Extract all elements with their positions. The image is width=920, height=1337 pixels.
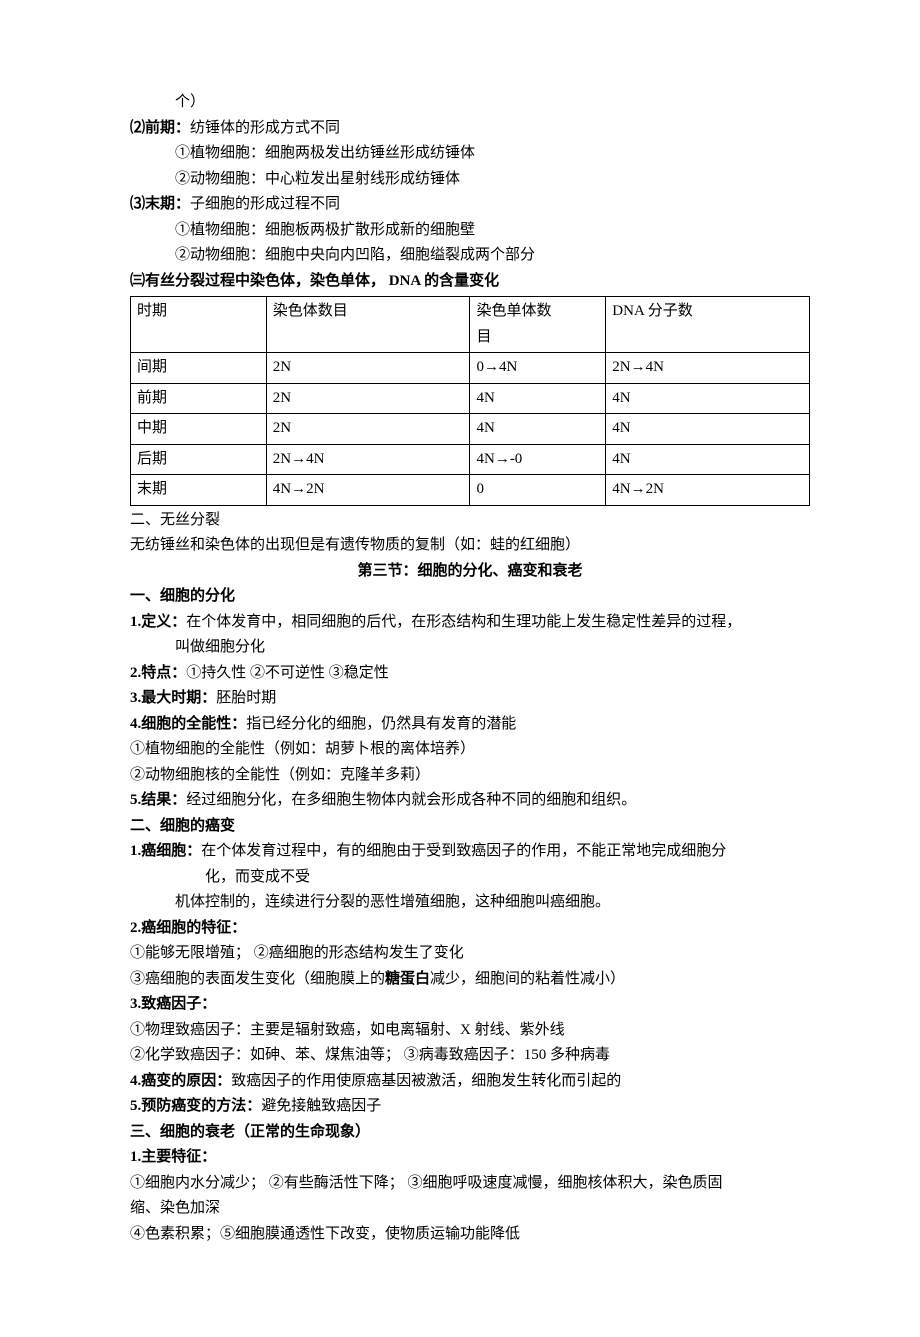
diff-4-label: 4.细胞的全能性： bbox=[130, 716, 246, 732]
table-row: 间期2N0→4N2N→4N bbox=[131, 353, 810, 384]
cell: 4N bbox=[470, 383, 606, 414]
qianqi-line: ⑵前期：纺锤体的形成方式不同 bbox=[130, 116, 810, 142]
diff-3-label: 3.最大时期： bbox=[130, 690, 216, 706]
text-ge: 个） bbox=[130, 90, 810, 116]
diff-3-text: 胚胎时期 bbox=[216, 690, 276, 706]
moqi-line: ⑶末期：子细胞的形成过程不同 bbox=[130, 192, 810, 218]
th-chromatid: 染色单体数目 bbox=[470, 297, 606, 353]
diff-2: 2.特点：①持久性 ②不可逆性 ③稳定性 bbox=[130, 661, 810, 687]
cell: 4N→2N bbox=[606, 475, 810, 506]
cell: 0→4N bbox=[470, 353, 606, 384]
diff-5: 5.结果：经过细胞分化，在多细胞生物体内就会形成各种不同的细胞和组织。 bbox=[130, 788, 810, 814]
diff-1-text: 在个体发育中，相同细胞的后代，在形态结构和生理功能上发生稳定性差异的过程， bbox=[186, 614, 741, 630]
cell: 后期 bbox=[131, 444, 267, 475]
cancer-2b: ③癌细胞的表面发生变化（细胞膜上的糖蛋白减少，细胞间的粘着性减小） bbox=[130, 967, 810, 993]
diff-1: 1.定义：在个体发育中，相同细胞的后代，在形态结构和生理功能上发生稳定性差异的过… bbox=[130, 610, 810, 636]
diff-5-label: 5.结果： bbox=[130, 792, 186, 808]
sec2-title: 二、无丝分裂 bbox=[130, 508, 810, 534]
cancer-1-text: 在个体发育过程中，有的细胞由于受到致癌因子的作用，不能正常地完成细胞分 bbox=[201, 843, 726, 859]
cell: 间期 bbox=[131, 353, 267, 384]
cancer-2: 2.癌细胞的特征： bbox=[130, 916, 810, 942]
cell: 0 bbox=[470, 475, 606, 506]
moqi-label: ⑶末期： bbox=[130, 196, 190, 212]
aging-1: 1.主要特征： bbox=[130, 1145, 810, 1171]
table-header-row: 时期 染色体数目 染色单体数目 DNA 分子数 bbox=[131, 297, 810, 353]
cancer-3: 3.致癌因子： bbox=[130, 992, 810, 1018]
cancer-2b-post: 减少，细胞间的粘着性减小） bbox=[430, 971, 625, 987]
cell: 中期 bbox=[131, 414, 267, 445]
cancer-1-label: 1.癌细胞： bbox=[130, 843, 201, 859]
cancer-1d: 机体控制的，连续进行分裂的恶性增殖细胞，这种细胞叫癌细胞。 bbox=[130, 890, 810, 916]
cell: 2N→4N bbox=[266, 444, 470, 475]
cancer-title: 二、细胞的癌变 bbox=[130, 814, 810, 840]
qianqi-label: ⑵前期： bbox=[130, 120, 190, 136]
cell: 2N bbox=[266, 353, 470, 384]
cell: 4N→2N bbox=[266, 475, 470, 506]
cancer-3a: ①物理致癌因子：主要是辐射致癌，如电离辐射、X 射线、紫外线 bbox=[130, 1018, 810, 1044]
moqi-a: ①植物细胞：细胞板两极扩散形成新的细胞壁 bbox=[130, 218, 810, 244]
aging-title: 三、细胞的衰老（正常的生命现象） bbox=[130, 1120, 810, 1146]
diff-4: 4.细胞的全能性：指已经分化的细胞，仍然具有发育的潜能 bbox=[130, 712, 810, 738]
cell: 2N bbox=[266, 414, 470, 445]
cell: 2N bbox=[266, 383, 470, 414]
diff-1-cont: 叫做细胞分化 bbox=[130, 635, 810, 661]
diff-3: 3.最大时期：胚胎时期 bbox=[130, 686, 810, 712]
diff-4-text: 指已经分化的细胞，仍然具有发育的潜能 bbox=[246, 716, 516, 732]
table-row: 中期2N4N4N bbox=[131, 414, 810, 445]
diff-2-text: ①持久性 ②不可逆性 ③稳定性 bbox=[186, 665, 389, 681]
cell: 4N bbox=[606, 414, 810, 445]
section-3-heading: ㈢有丝分裂过程中染色体，染色单体， DNA 的含量变化 bbox=[130, 269, 810, 295]
diff-title: 一、细胞的分化 bbox=[130, 584, 810, 610]
diff-2-label: 2.特点： bbox=[130, 665, 186, 681]
table-row: 前期2N4N4N bbox=[131, 383, 810, 414]
cancer-2b-bold: 糖蛋白 bbox=[385, 971, 430, 987]
diff-4c: ①植物细胞的全能性（例如：胡萝卜根的离体培养） bbox=[130, 737, 810, 763]
cell: 4N bbox=[470, 414, 606, 445]
cancer-2a: ①能够无限增殖； ②癌细胞的形态结构发生了变化 bbox=[130, 941, 810, 967]
cancer-5-label: 5.预防癌变的方法： bbox=[130, 1098, 261, 1114]
cancer-3b: ②化学致癌因子：如砷、苯、煤焦油等； ③病毒致癌因子：150 多种病毒 bbox=[130, 1043, 810, 1069]
diff-5-text: 经过细胞分化，在多细胞生物体内就会形成各种不同的细胞和组织。 bbox=[186, 792, 636, 808]
dna-table: 时期 染色体数目 染色单体数目 DNA 分子数 间期2N0→4N2N→4N 前期… bbox=[130, 296, 810, 506]
table-row: 后期2N→4N4N→-04N bbox=[131, 444, 810, 475]
diff-4d: ②动物细胞核的全能性（例如：克隆羊多莉） bbox=[130, 763, 810, 789]
th-dna: DNA 分子数 bbox=[606, 297, 810, 353]
aging-1b: 缩、染色加深 bbox=[130, 1196, 810, 1222]
th-period: 时期 bbox=[131, 297, 267, 353]
th-chrom: 染色体数目 bbox=[266, 297, 470, 353]
aging-1a: ①细胞内水分减少； ②有些酶活性下降； ③细胞呼吸速度减慢，细胞核体积大，染色质… bbox=[130, 1171, 810, 1197]
cell: 4N bbox=[606, 444, 810, 475]
cell: 4N bbox=[606, 383, 810, 414]
cancer-5: 5.预防癌变的方法：避免接触致癌因子 bbox=[130, 1094, 810, 1120]
cancer-2b-pre: ③癌细胞的表面发生变化（细胞膜上的 bbox=[130, 971, 385, 987]
cell: 末期 bbox=[131, 475, 267, 506]
section-3-title: 第三节：细胞的分化、癌变和衰老 bbox=[130, 559, 810, 585]
cancer-4: 4.癌变的原因：致癌因子的作用使原癌基因被激活，细胞发生转化而引起的 bbox=[130, 1069, 810, 1095]
qianqi-a: ①植物细胞：细胞两极发出纺锤丝形成纺锤体 bbox=[130, 141, 810, 167]
cancer-5-text: 避免接触致癌因子 bbox=[261, 1098, 381, 1114]
aging-1c: ④色素积累；⑤细胞膜通透性下改变，使物质运输功能降低 bbox=[130, 1222, 810, 1248]
moqi-text: 子细胞的形成过程不同 bbox=[190, 196, 340, 212]
cancer-1: 1.癌细胞：在个体发育过程中，有的细胞由于受到致癌因子的作用，不能正常地完成细胞… bbox=[130, 839, 810, 865]
cell: 2N→4N bbox=[606, 353, 810, 384]
cancer-4-label: 4.癌变的原因： bbox=[130, 1073, 231, 1089]
sec2-text: 无纺锤丝和染色体的出现但是有遗传物质的复制（如：蛙的红细胞） bbox=[130, 533, 810, 559]
cell: 前期 bbox=[131, 383, 267, 414]
diff-1-label: 1.定义： bbox=[130, 614, 186, 630]
cancer-4-text: 致癌因子的作用使原癌基因被激活，细胞发生转化而引起的 bbox=[231, 1073, 621, 1089]
cancer-1c: 化，而变成不受 bbox=[130, 865, 810, 891]
moqi-b: ②动物细胞：细胞中央向内凹陷，细胞缢裂成两个部分 bbox=[130, 243, 810, 269]
cell: 4N→-0 bbox=[470, 444, 606, 475]
table-row: 末期4N→2N04N→2N bbox=[131, 475, 810, 506]
qianqi-b: ②动物细胞：中心粒发出星射线形成纺锤体 bbox=[130, 167, 810, 193]
qianqi-text: 纺锤体的形成方式不同 bbox=[190, 120, 340, 136]
